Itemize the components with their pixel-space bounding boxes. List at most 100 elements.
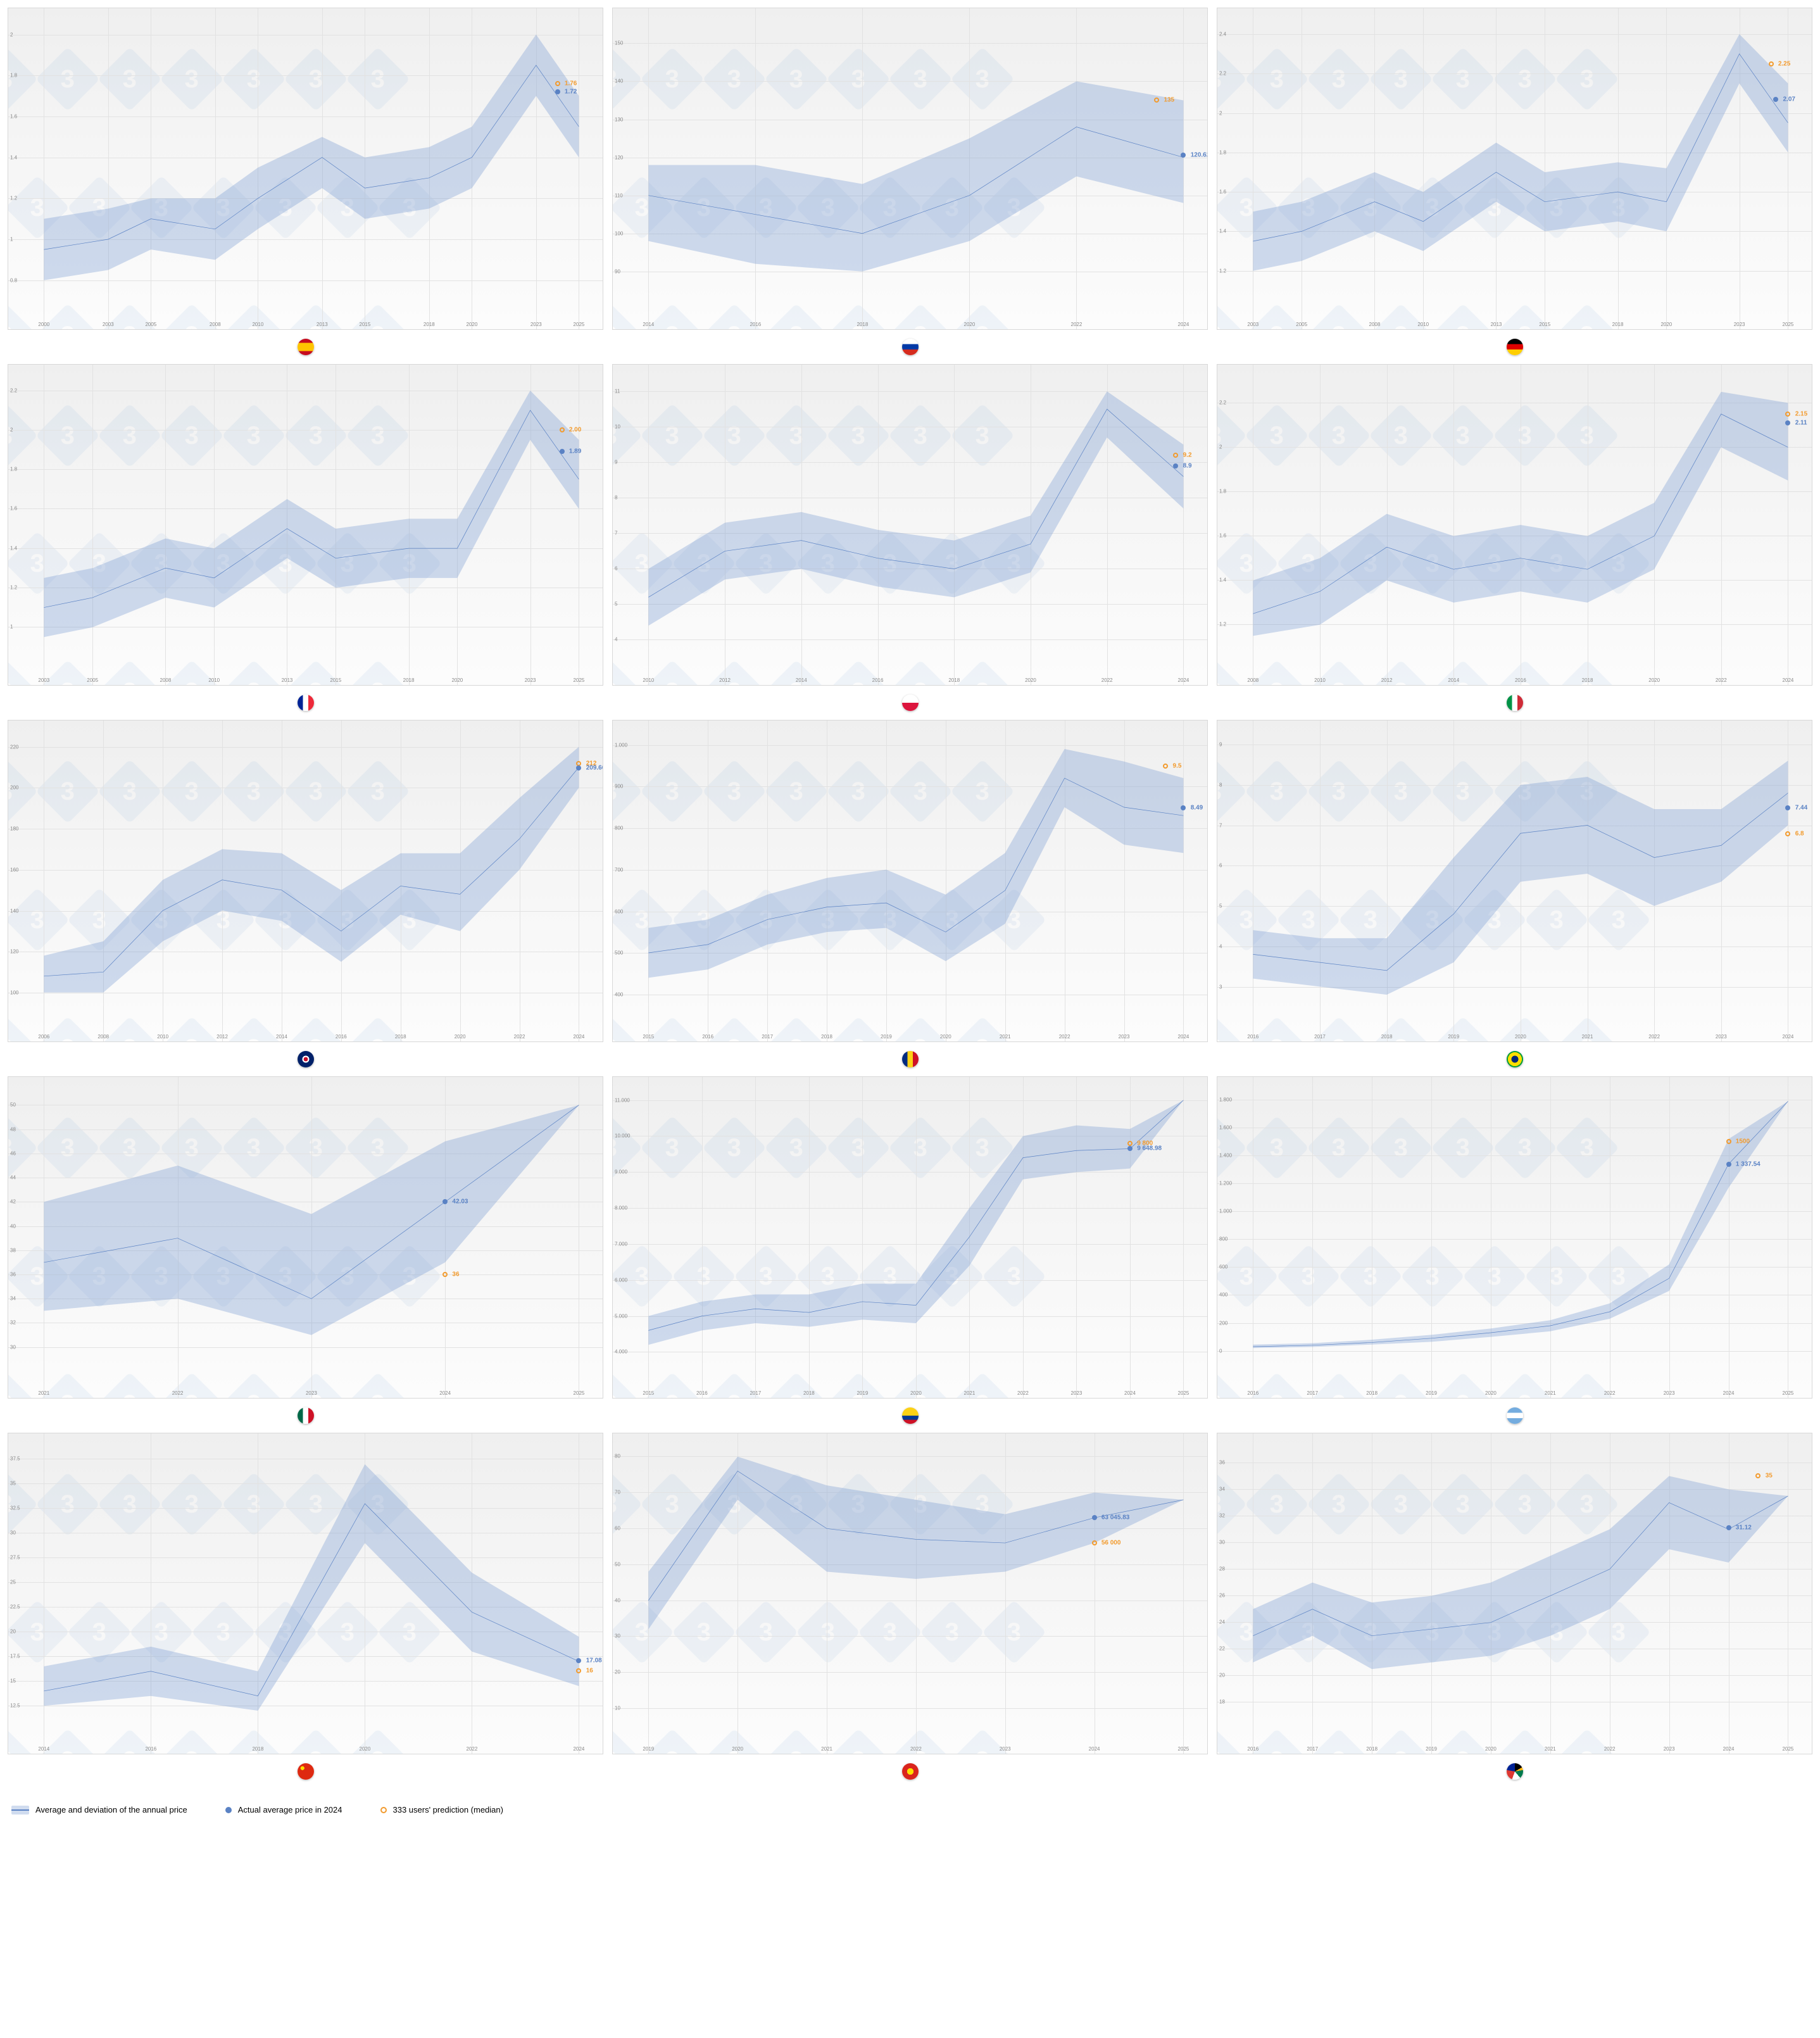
actual-point <box>442 1199 448 1204</box>
chart-cell-ar: 33333333333333333333302004006008001.0001… <box>1217 1076 1812 1424</box>
chart-ru: 3333333333333333333339010011012013014015… <box>612 8 1208 330</box>
actual-point <box>555 89 560 94</box>
chart-pl: 3333333333333333333334567891011201020122… <box>612 364 1208 686</box>
prediction-point <box>1154 97 1159 103</box>
actual-point <box>1181 153 1186 158</box>
actual-label: 7.44 <box>1795 804 1807 811</box>
chart-cell-pl: 3333333333333333333334567891011201020122… <box>612 364 1208 712</box>
flag-russia-icon <box>902 339 919 355</box>
deviation-band <box>44 747 579 993</box>
actual-label: 63 045.83 <box>1101 1514 1130 1521</box>
actual-label: 1.89 <box>569 448 581 455</box>
deviation-band <box>1253 391 1788 635</box>
actual-label: 209.66 <box>586 765 603 772</box>
prediction-point <box>1163 764 1168 769</box>
prediction-label: 9.5 <box>1173 762 1182 769</box>
legend-band-label: Average and deviation of the annual pric… <box>35 1805 187 1815</box>
chart-cell-de: 3333333333333333333331.21.41.61.822.22.4… <box>1217 8 1812 355</box>
chart-es: 3333333333333333333330.811.21.41.61.8220… <box>8 8 603 330</box>
actual-label: 8.49 <box>1191 804 1203 811</box>
chart-cell-fr: 33333333333333333333311.21.41.61.822.220… <box>8 364 603 712</box>
legend-prediction-label: 333 users' prediction (median) <box>393 1805 503 1815</box>
prediction-point <box>555 81 560 86</box>
prediction-label: 36 <box>452 1271 459 1278</box>
chart-cell-ro: 3333333333333333333334005006007008009001… <box>612 720 1208 1067</box>
actual-point <box>1785 805 1790 810</box>
actual-label: 9 648.98 <box>1137 1145 1162 1152</box>
flag-italy-icon <box>1507 695 1523 711</box>
prediction-point <box>1785 412 1790 417</box>
actual-point <box>1092 1515 1097 1520</box>
prediction-point <box>1785 831 1790 836</box>
chart-ar: 33333333333333333333302004006008001.0001… <box>1217 1076 1812 1399</box>
flag-colombia-icon <box>902 1407 919 1424</box>
actual-point <box>1181 805 1186 810</box>
deviation-band <box>44 1105 579 1335</box>
legend-prediction: 333 users' prediction (median) <box>380 1805 503 1815</box>
actual-label: 42.03 <box>452 1198 468 1205</box>
chart-cell-cn: 33333333333333333333312.51517.52022.5252… <box>8 1433 603 1780</box>
flag-mexico-icon <box>298 1407 314 1424</box>
legend-band: Average and deviation of the annual pric… <box>11 1805 187 1815</box>
prediction-label: 2.00 <box>569 426 581 433</box>
flag-poland-icon <box>902 695 919 711</box>
prediction-label: 2.15 <box>1795 410 1807 417</box>
chart-de: 3333333333333333333331.21.41.61.822.22.4… <box>1217 8 1812 330</box>
prediction-label: 56 000 <box>1101 1539 1121 1546</box>
prediction-label: 1.76 <box>565 80 577 87</box>
deviation-band <box>648 1100 1183 1345</box>
prediction-label: 16 <box>586 1668 593 1675</box>
actual-point <box>1173 463 1178 469</box>
deviation-band <box>1253 1476 1788 1669</box>
chart-cell-vn: 3333333333333333333331020304050607080201… <box>612 1433 1208 1780</box>
actual-point <box>560 449 565 454</box>
actual-label: 8.9 <box>1183 462 1192 469</box>
deviation-band <box>648 749 1183 978</box>
prediction-point <box>1173 453 1178 458</box>
chart-gb: 3333333333333333333331001201401601802002… <box>8 720 603 1042</box>
deviation-band <box>44 35 579 280</box>
legend: Average and deviation of the annual pric… <box>8 1799 1812 1821</box>
actual-label: 2.07 <box>1783 96 1795 103</box>
actual-label: 1.72 <box>565 89 577 96</box>
chart-cell-za: 3333333333333333333331820222426283032343… <box>1217 1433 1812 1780</box>
deviation-band <box>44 1464 579 1710</box>
actual-point <box>576 765 581 771</box>
prediction-label: 35 <box>1766 1472 1773 1479</box>
deviation-band <box>648 391 1183 626</box>
average-line <box>1253 1101 1788 1346</box>
chart-mx: 3333333333333333333333032343638404244464… <box>8 1076 603 1399</box>
prediction-point <box>1127 1141 1133 1146</box>
chart-cell-br: 3333333333333333333333456789201620172018… <box>1217 720 1812 1067</box>
chart-cell-es: 3333333333333333333330.811.21.41.61.8220… <box>8 8 603 355</box>
chart-cell-gb: 3333333333333333333331001201401601802002… <box>8 720 603 1067</box>
flag-france-icon <box>298 695 314 711</box>
chart-co: 3333333333333333333334.0005.0006.0007.00… <box>612 1076 1208 1399</box>
chart-it: 3333333333333333333331.21.41.61.822.2200… <box>1217 364 1812 686</box>
prediction-label: 135 <box>1164 97 1174 104</box>
actual-label: 31.12 <box>1736 1524 1752 1531</box>
prediction-point <box>1092 1540 1097 1545</box>
deviation-band <box>648 81 1183 271</box>
actual-point <box>1773 97 1778 102</box>
chart-vn: 3333333333333333333331020304050607080201… <box>612 1433 1208 1755</box>
actual-label: 2.11 <box>1795 419 1807 426</box>
flag-southafrica-icon <box>1507 1763 1523 1780</box>
actual-point <box>1785 420 1790 425</box>
flag-spain-icon <box>298 339 314 355</box>
actual-point <box>576 1658 581 1663</box>
actual-label: 1 337.54 <box>1736 1161 1760 1168</box>
deviation-band <box>1253 34 1788 271</box>
legend-actual-label: Actual average price in 2024 <box>238 1805 342 1815</box>
flag-brazil-icon <box>1507 1051 1523 1067</box>
flag-germany-icon <box>1507 339 1523 355</box>
chart-fr: 33333333333333333333311.21.41.61.822.220… <box>8 364 603 686</box>
deviation-band <box>44 391 579 637</box>
prediction-point <box>1755 1473 1760 1478</box>
actual-label: 17.08 <box>586 1657 602 1664</box>
prediction-label: 2.25 <box>1778 60 1790 67</box>
prediction-label: 6.8 <box>1795 830 1804 837</box>
flag-vietnam-icon <box>902 1763 919 1780</box>
flag-uk-icon <box>298 1051 314 1067</box>
chart-cell-co: 3333333333333333333334.0005.0006.0007.00… <box>612 1076 1208 1424</box>
